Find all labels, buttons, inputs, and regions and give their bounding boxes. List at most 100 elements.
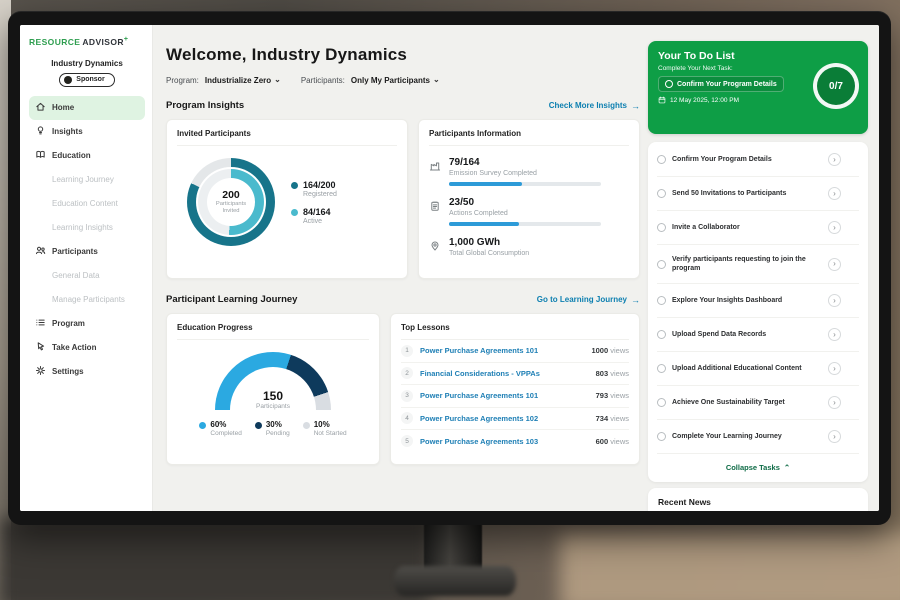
monitor-frame: RESOURCE ADVISOR+ Industry Dynamics Spons… <box>8 11 891 525</box>
todo-task[interactable]: Complete Your Learning Journey › <box>657 420 859 455</box>
sidebar-item-home[interactable]: Home <box>29 95 145 120</box>
lesson-title-link[interactable]: Financial Considerations - VPPAs <box>420 368 540 378</box>
todo-task[interactable]: Achieve One Sustainability Target › <box>657 386 859 421</box>
sidebar: RESOURCE ADVISOR+ Industry Dynamics Spons… <box>20 25 153 511</box>
sidebar-item-education-content[interactable]: Education Content <box>29 192 145 216</box>
legend-label: Not Started <box>313 430 347 437</box>
checkbox-icon[interactable] <box>657 398 666 408</box>
sidebar-item-settings[interactable]: Settings <box>29 360 145 384</box>
checkbox-icon[interactable] <box>657 364 666 374</box>
lesson-title-link[interactable]: Power Purchase Agreements 101 <box>420 346 539 356</box>
link-label: Check More Insights <box>548 101 627 110</box>
brand-plus: + <box>123 36 129 43</box>
lesson-title-link[interactable]: Power Purchase Agreements 102 <box>420 413 539 423</box>
brand-primary: RESOURCE <box>29 36 81 47</box>
sidebar-item-manage-participants[interactable]: Manage Participants <box>29 288 145 312</box>
section-title-program-insights: Program Insights <box>166 100 245 111</box>
lesson-rank: 5 <box>401 435 413 448</box>
sidebar-item-program[interactable]: Program <box>29 312 145 336</box>
content-area: Welcome, Industry Dynamics Program: Indu… <box>153 25 879 511</box>
gauge-wrap: 150 Participants 60% C <box>177 352 369 437</box>
todo-task[interactable]: Confirm Your Program Details › <box>657 143 859 177</box>
background-light-strip <box>0 0 11 600</box>
lesson-title-link[interactable]: Power Purchase Agreements 103 <box>420 436 539 446</box>
sidebar-item-learning-journey[interactable]: Learning Journey <box>29 168 145 192</box>
checkbox-icon[interactable] <box>657 259 666 269</box>
legend-label: Active <box>303 217 323 225</box>
chevron-right-icon: › <box>828 153 841 166</box>
lesson-views: 1000 views <box>591 346 629 356</box>
checkbox-icon[interactable] <box>657 330 666 340</box>
education-progress-card: Education Progress 150 Participants <box>166 313 380 465</box>
sponsor-label: Sponsor <box>76 76 105 84</box>
lesson-title-link[interactable]: Power Purchase Agreements 101 <box>420 391 539 401</box>
card-title: Participants Information <box>429 129 629 146</box>
todo-task[interactable]: Upload Spend Data Records › <box>657 318 859 353</box>
go-to-learning-journey-link[interactable]: Go to Learning Journey → <box>537 295 640 305</box>
sidebar-item-participants[interactable]: Participants <box>29 240 145 264</box>
app-window: RESOURCE ADVISOR+ Industry Dynamics Spons… <box>20 25 879 511</box>
todo-task[interactable]: Invite a Collaborator › <box>657 211 859 245</box>
todo-panel: Your To Do List Complete Your Next Task:… <box>648 25 868 511</box>
legend-item-not-started: 10% Not Started <box>302 420 347 437</box>
info-row-emission: 79/164 Emission Survey Completed <box>429 157 629 186</box>
sidebar-item-education[interactable]: Education <box>29 144 145 168</box>
program-select-value: Industrialize Zero <box>204 76 272 85</box>
sidebar-item-general-data[interactable]: General Data <box>29 264 145 288</box>
check-more-insights-link[interactable]: Check More Insights → <box>549 101 640 111</box>
todo-task[interactable]: Send 50 Invitations to Participants › <box>657 177 859 211</box>
lesson-row: 2 Financial Considerations - VPPAs 803 v… <box>401 363 629 385</box>
chevron-up-icon: ⌃ <box>783 463 791 473</box>
info-label: Actions Completed <box>449 210 508 217</box>
sidebar-item-label: Manage Participants <box>52 295 125 305</box>
task-label: Verify participants requesting to join t… <box>672 256 806 273</box>
sidebar-item-take-action[interactable]: Take Action <box>29 336 145 360</box>
people-icon <box>35 245 46 258</box>
info-value: 79/164 <box>449 157 480 168</box>
legend-dot <box>291 208 298 216</box>
location-pin-icon <box>429 239 441 251</box>
cursor-icon <box>35 341 46 354</box>
collapse-label: Collapse Tasks <box>725 463 780 473</box>
sidebar-item-insights[interactable]: Insights <box>29 120 145 144</box>
card-title: Top Lessons <box>401 323 629 340</box>
sidebar-item-label: Learning Journey <box>52 175 114 185</box>
collapse-tasks-button[interactable]: Collapse Tasks ⌃ <box>657 454 859 481</box>
info-label: Emission Survey Completed <box>449 170 537 177</box>
next-task-chip[interactable]: Confirm Your Program Details <box>658 76 784 92</box>
todo-progress-ring: 0/7 <box>813 63 859 109</box>
sidebar-item-label: Take Action <box>52 343 97 353</box>
info-row-actions: 23/50 Actions Completed <box>429 197 629 226</box>
checkbox-icon <box>665 80 673 88</box>
program-insights-header: Program Insights Check More Insights → <box>166 100 640 111</box>
info-value: 1,000 GWh <box>449 237 501 248</box>
lightbulb-icon <box>35 125 46 138</box>
background-floor <box>0 518 430 600</box>
participants-select-value: Only My Participants <box>350 76 431 85</box>
checkbox-icon[interactable] <box>657 432 666 442</box>
checkbox-icon[interactable] <box>657 223 666 232</box>
program-select[interactable]: Industrialize Zero ⌄ <box>204 74 281 85</box>
todo-task[interactable]: Explore Your Insights Dashboard › <box>657 284 859 319</box>
checkbox-icon[interactable] <box>657 155 666 164</box>
sidebar-item-label: Learning Insights <box>52 223 113 233</box>
invited-donut-chart: 200 Participants Invited <box>187 158 275 246</box>
todo-task[interactable]: Upload Additional Educational Content › <box>657 352 859 387</box>
todo-task[interactable]: Verify participants requesting to join t… <box>657 245 859 285</box>
legend-dot <box>199 422 207 429</box>
filter-bar: Program: Industrialize Zero ⌄ Participan… <box>166 74 640 85</box>
checkbox-icon[interactable] <box>657 189 666 198</box>
participants-select[interactable]: Only My Participants ⌄ <box>350 75 440 85</box>
sidebar-item-label: Insights <box>52 127 83 137</box>
legend-label: Registered <box>303 190 337 198</box>
home-icon <box>35 101 46 114</box>
sidebar-item-learning-insights[interactable]: Learning Insights <box>29 216 145 240</box>
sponsor-badge: Sponsor <box>59 72 115 87</box>
monitor-stand-base <box>394 566 516 596</box>
lesson-views: 803 views <box>595 368 629 378</box>
checkbox-icon[interactable] <box>657 296 666 306</box>
chevron-right-icon: › <box>828 396 841 410</box>
task-label: Upload Additional Educational Content <box>672 365 802 373</box>
chevron-down-icon: ⌄ <box>274 74 281 84</box>
